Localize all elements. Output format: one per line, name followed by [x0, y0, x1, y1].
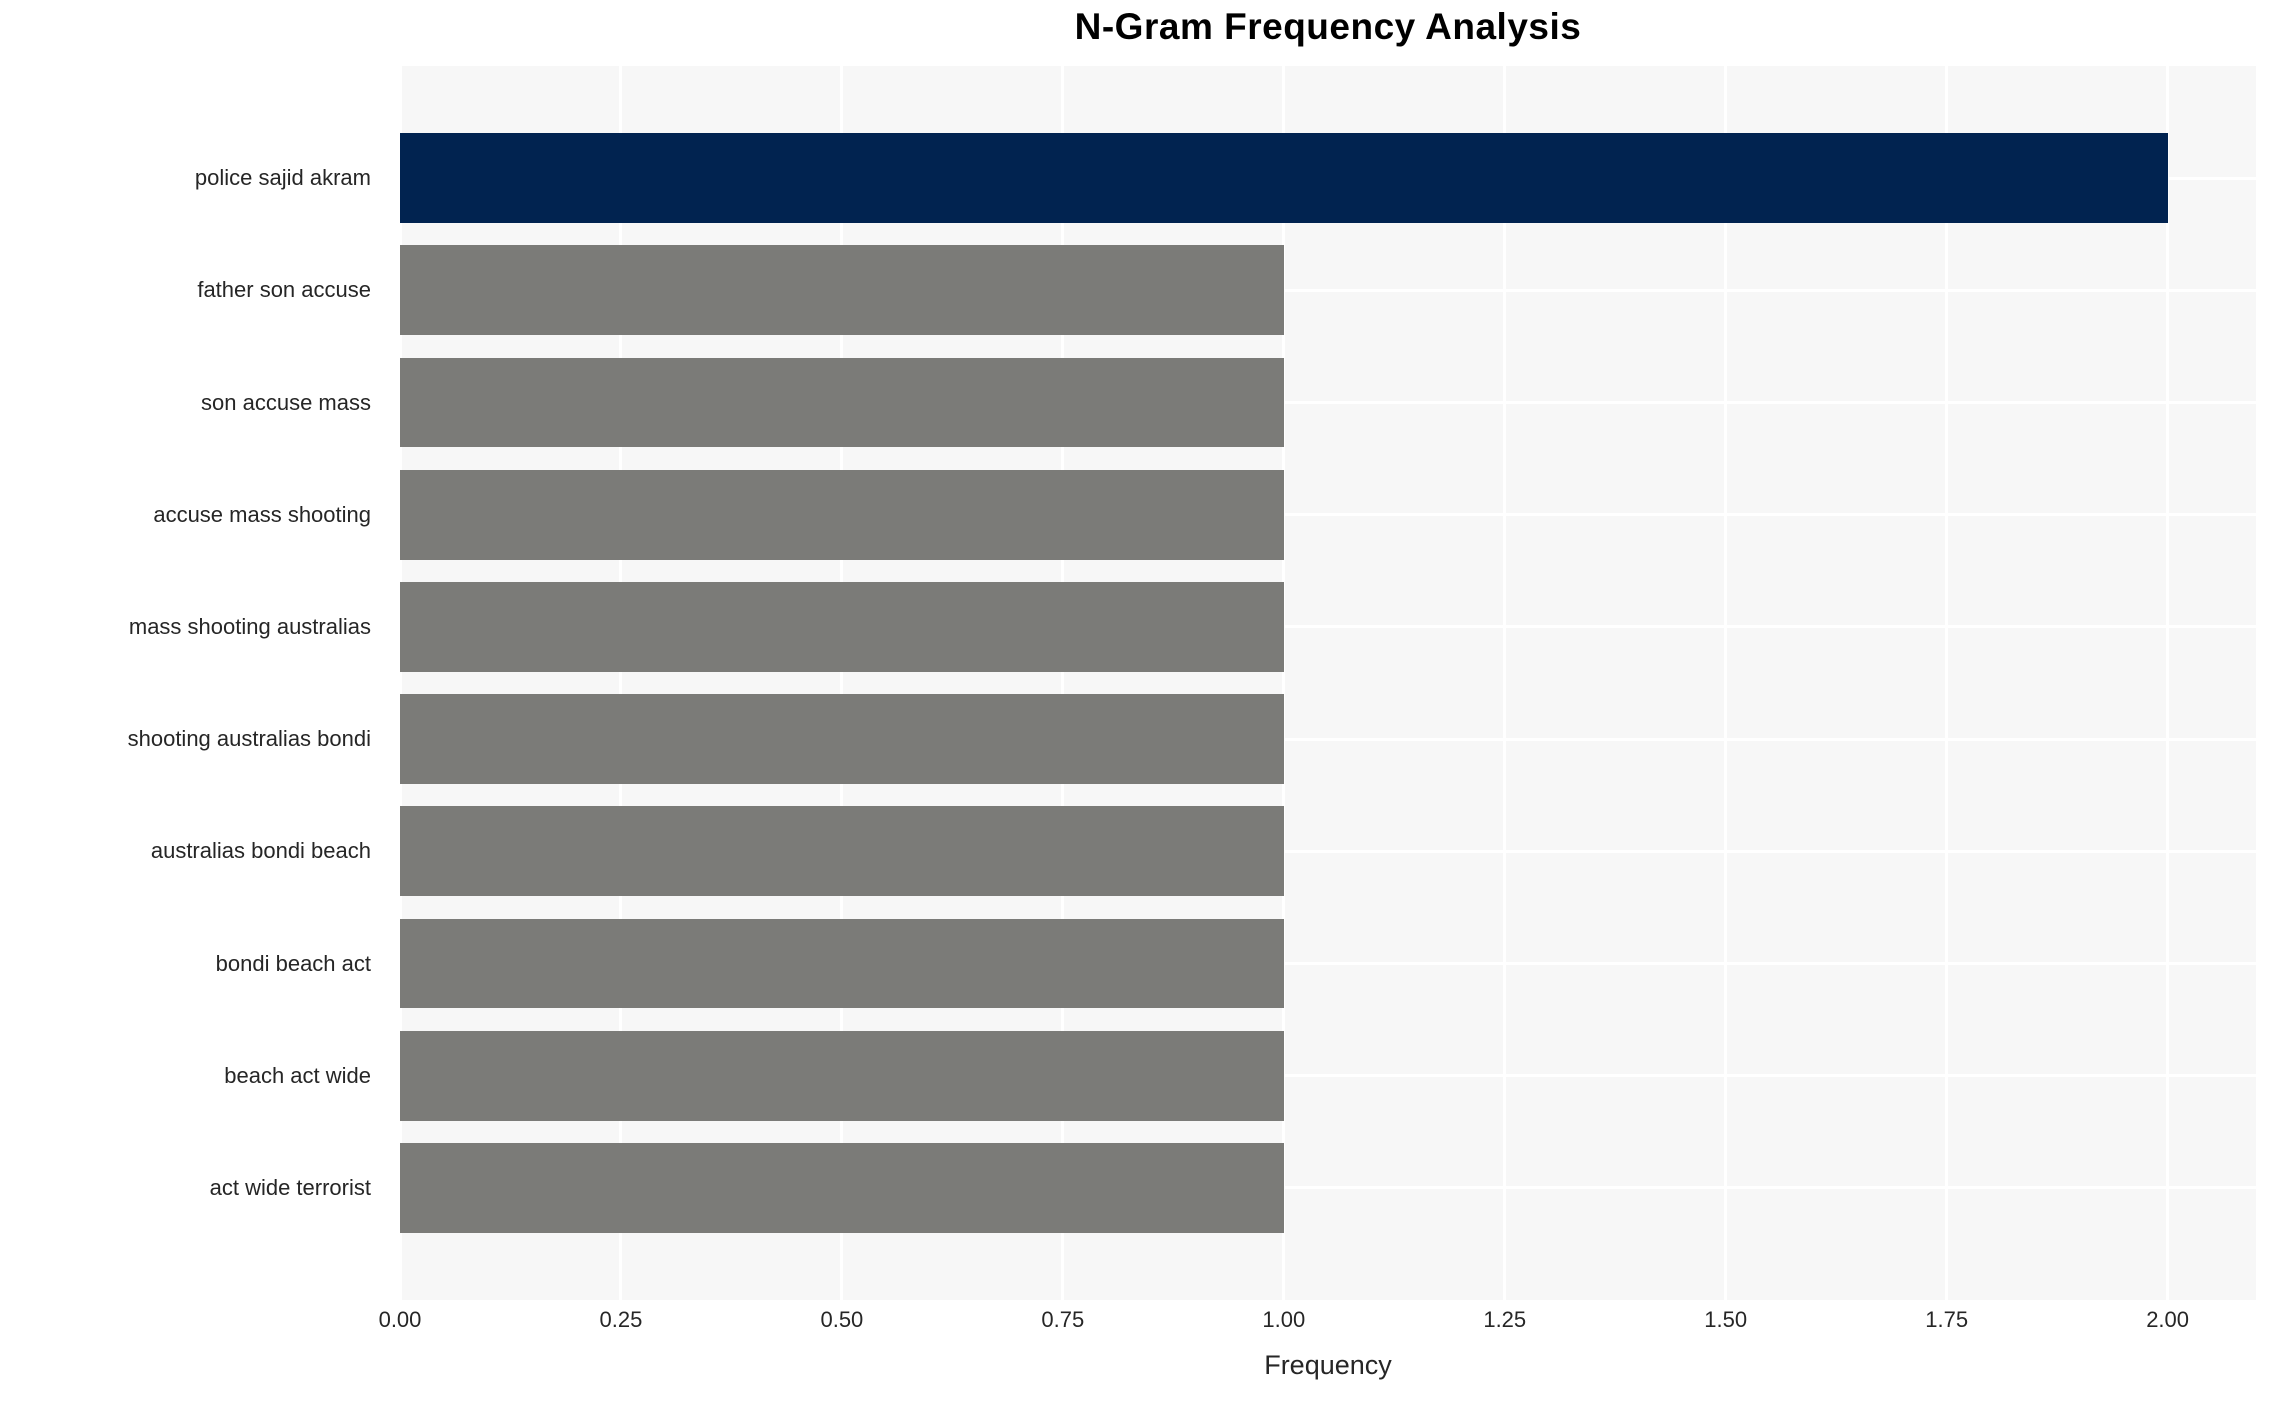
- x-axis-title: Frequency: [1264, 1350, 1392, 1380]
- y-tick-label: act wide terrorist: [209, 1174, 371, 1200]
- horizontal-gridline: [400, 849, 2256, 853]
- horizontal-gridline: [400, 625, 2256, 629]
- vertical-gridline: [840, 66, 844, 1300]
- vertical-gridline: [1503, 66, 1507, 1300]
- horizontal-gridline: [400, 1074, 2256, 1078]
- x-tick-label: 0.75: [1041, 1307, 1085, 1332]
- horizontal-gridline: [400, 737, 2256, 741]
- y-tick-label: shooting australias bondi: [127, 726, 371, 752]
- x-tick-label: 0.50: [820, 1307, 864, 1332]
- x-tick-label: 1.50: [1704, 1307, 1748, 1332]
- vertical-gridline: [400, 66, 402, 1300]
- y-tick-label: accuse mass shooting: [153, 501, 371, 527]
- y-tick-label: son accuse mass: [201, 389, 371, 415]
- bar-row: [400, 571, 2256, 683]
- bar-australias-bondi-beach: [400, 806, 1284, 897]
- vertical-gridline: [1282, 66, 1286, 1300]
- bar-row: [400, 234, 2256, 346]
- vertical-gridline: [619, 66, 623, 1300]
- horizontal-gridline: [400, 513, 2256, 517]
- vertical-gridline: [1724, 66, 1728, 1300]
- bar-row: [400, 907, 2256, 1019]
- y-tick-label: beach act wide: [224, 1062, 371, 1088]
- x-tick-label: 1.25: [1483, 1307, 1527, 1332]
- horizontal-gridline: [400, 962, 2256, 966]
- bar-act-wide-terrorist: [400, 1143, 1284, 1233]
- plot-area: [400, 66, 2256, 1300]
- horizontal-gridline: [400, 401, 2256, 404]
- bar-accuse-mass-shooting: [400, 469, 1284, 560]
- bar-rows: [400, 122, 2256, 1244]
- horizontal-gridline: [400, 288, 2256, 292]
- bar-beach-act-wide: [400, 1030, 1284, 1121]
- bar-row: [400, 683, 2256, 795]
- bar-row: [400, 459, 2256, 571]
- y-tick-label: police sajid akram: [194, 165, 371, 191]
- bar-row: [400, 1132, 2256, 1244]
- bar-bondi-beach-act: [400, 918, 1284, 1009]
- x-tick-label: 1.75: [1925, 1307, 1969, 1332]
- bar-mass-shooting-australias: [400, 582, 1284, 672]
- vertical-gridline: [2166, 66, 2170, 1300]
- y-tick-label: father son accuse: [197, 277, 371, 303]
- bar-police-sajid-akram: [400, 133, 2168, 223]
- bar-row: [400, 1020, 2256, 1132]
- y-tick-label: mass shooting australias: [128, 613, 371, 639]
- x-tick-label: 2.00: [2146, 1307, 2190, 1332]
- bar-row: [400, 346, 2256, 458]
- y-tick-label: australias bondi beach: [150, 838, 371, 864]
- bar-row: [400, 795, 2256, 907]
- bar-shooting-australias-bondi: [400, 694, 1284, 784]
- y-tick-label: bondi beach act: [215, 950, 371, 976]
- vertical-gridline: [1061, 66, 1065, 1300]
- bar-father-son-accuse: [400, 245, 1284, 336]
- bar-row: [400, 122, 2256, 234]
- horizontal-gridline: [400, 1186, 2256, 1190]
- x-tick-label: 0.25: [599, 1307, 643, 1332]
- bar-son-accuse-mass: [400, 357, 1284, 448]
- y-axis-labels: police sajid akram father son accuse son a…: [0, 122, 385, 1244]
- chart-title: N-Gram Frequency Analysis: [1074, 6, 1582, 47]
- x-axis-ticks: 0.00 0.25 0.50 0.75 1.00 1.25 1.50 1.75 2.00: [379, 1307, 2256, 1339]
- x-tick-label: 1.00: [1262, 1307, 1306, 1332]
- vertical-gridline: [1945, 66, 1949, 1300]
- x-tick-label: 0.00: [378, 1307, 422, 1332]
